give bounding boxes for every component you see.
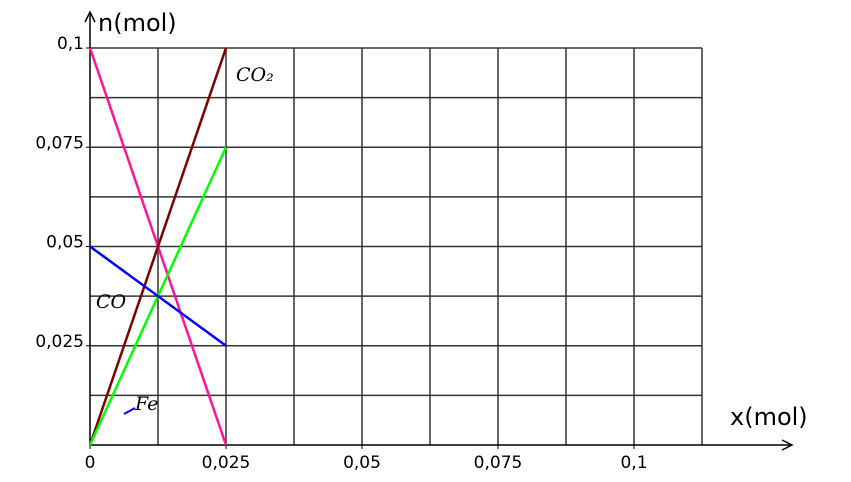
series-label: CO₂	[236, 64, 274, 86]
x-axis-label: x(mol)	[730, 403, 808, 431]
series-label: CO	[96, 291, 127, 313]
y-axis-arrow	[84, 10, 96, 23]
x-axis-arrow	[781, 439, 794, 451]
series-label: Fe	[134, 393, 158, 415]
y-tick-label: 0,1	[57, 34, 84, 54]
x-tick-label: 0	[85, 453, 96, 473]
y-tick-label: 0,075	[35, 133, 84, 153]
x-tick-label: 0,05	[343, 453, 381, 473]
series-line	[88, 47, 228, 446]
y-tick-label: 0,025	[35, 332, 84, 352]
x-tick-label: 0,075	[474, 453, 523, 473]
x-tick-label: 0,1	[620, 453, 647, 473]
x-tick-label: 0,025	[202, 453, 251, 473]
y-tick-label: 0,05	[46, 233, 84, 253]
series-line	[89, 245, 227, 347]
y-axis-label: n(mol)	[98, 9, 177, 37]
fe-pointer	[123, 407, 136, 415]
